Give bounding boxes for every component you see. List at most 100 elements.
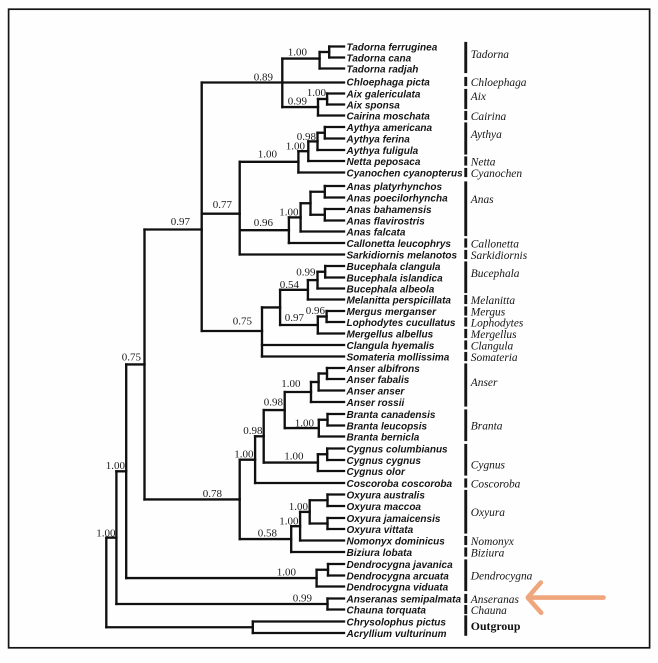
svg-text:Melanitta perspicillata: Melanitta perspicillata (347, 295, 452, 306)
svg-text:1.00: 1.00 (289, 501, 309, 513)
svg-text:Coscoroba: Coscoroba (471, 478, 521, 490)
svg-text:Callonetta leucophrys: Callonetta leucophrys (347, 239, 452, 250)
svg-text:0.98: 0.98 (243, 425, 263, 437)
svg-text:Bucephala islandica: Bucephala islandica (347, 273, 444, 284)
svg-text:Dendrocygna javanica: Dendrocygna javanica (347, 560, 454, 571)
svg-text:1.00: 1.00 (277, 567, 297, 579)
svg-text:Mergus merganser: Mergus merganser (347, 307, 438, 318)
svg-text:Tadorna radjah: Tadorna radjah (347, 64, 419, 75)
svg-text:Anas falcata: Anas falcata (346, 227, 406, 238)
svg-text:Chloephaga picta: Chloephaga picta (347, 77, 431, 88)
svg-text:Anser: Anser (470, 377, 498, 389)
svg-text:Cyanochen cyanopterus: Cyanochen cyanopterus (347, 168, 464, 179)
svg-text:0.54: 0.54 (280, 279, 300, 291)
svg-text:Chauna torquata: Chauna torquata (347, 605, 427, 616)
svg-text:Sarkidiornis: Sarkidiornis (471, 250, 528, 262)
svg-text:1.00: 1.00 (284, 451, 304, 463)
svg-text:Cairina: Cairina (471, 111, 507, 123)
svg-text:Chrysolophus pictus: Chrysolophus pictus (347, 617, 447, 628)
svg-text:1.00: 1.00 (234, 449, 254, 461)
svg-text:Branta canadensis: Branta canadensis (347, 410, 436, 421)
svg-text:Aythya ferina: Aythya ferina (346, 134, 411, 145)
svg-text:0.99: 0.99 (288, 96, 308, 108)
svg-text:Tadorna ferruginea: Tadorna ferruginea (347, 42, 438, 53)
svg-text:Nomonyx: Nomonyx (470, 536, 514, 548)
svg-text:0.96: 0.96 (306, 305, 326, 317)
svg-text:Nomonyx dominicus: Nomonyx dominicus (347, 536, 446, 547)
svg-text:1.00: 1.00 (295, 418, 315, 430)
svg-text:Clangula hyemalis: Clangula hyemalis (347, 341, 435, 352)
svg-text:Tadorna cana: Tadorna cana (347, 53, 412, 64)
svg-text:Chloephaga: Chloephaga (471, 77, 527, 89)
svg-text:Dendrocygna viduata: Dendrocygna viduata (347, 582, 449, 593)
svg-text:Anas: Anas (470, 194, 494, 206)
svg-text:0.78: 0.78 (203, 488, 223, 500)
svg-text:Bucephala albeola: Bucephala albeola (347, 284, 435, 295)
svg-text:Anseranas semipalmata: Anseranas semipalmata (346, 594, 462, 605)
svg-text:0.98: 0.98 (297, 131, 317, 143)
svg-text:1.00: 1.00 (258, 149, 278, 161)
svg-text:Branta bernicla: Branta bernicla (347, 432, 420, 443)
svg-text:0.75: 0.75 (122, 352, 142, 364)
svg-text:1.00: 1.00 (106, 460, 126, 472)
svg-text:Lophodytes cucullatus: Lophodytes cucullatus (347, 318, 456, 329)
svg-text:Coscoroba coscoroba: Coscoroba coscoroba (347, 479, 453, 490)
svg-text:Dendrocygna: Dendrocygna (470, 570, 533, 582)
svg-text:Mergellus albellus: Mergellus albellus (347, 329, 434, 340)
svg-text:Branta: Branta (471, 420, 503, 432)
svg-text:Cygnus olor: Cygnus olor (347, 467, 406, 478)
svg-text:1.00: 1.00 (279, 516, 299, 528)
svg-text:Anseranas: Anseranas (470, 594, 520, 606)
svg-text:Somateria mollissima: Somateria mollissima (347, 352, 450, 363)
svg-text:Anser rossii: Anser rossii (346, 398, 405, 409)
svg-text:Oxyura maccoa: Oxyura maccoa (347, 502, 422, 513)
svg-text:1.00: 1.00 (281, 378, 301, 390)
svg-text:Cyanochen: Cyanochen (471, 168, 523, 180)
svg-text:Lophodytes: Lophodytes (470, 317, 524, 329)
svg-text:Bucephala: Bucephala (471, 268, 520, 280)
svg-text:1.00: 1.00 (96, 528, 116, 540)
svg-text:Callonetta: Callonetta (471, 238, 519, 250)
svg-text:Aythya: Aythya (470, 129, 502, 141)
svg-text:Netta: Netta (470, 156, 496, 168)
svg-text:1.00: 1.00 (286, 141, 306, 153)
svg-text:Mergellus: Mergellus (470, 329, 517, 341)
svg-text:Cygnus cygnus: Cygnus cygnus (347, 456, 422, 467)
svg-text:Outgroup: Outgroup (471, 619, 521, 633)
svg-text:0.77: 0.77 (213, 199, 233, 211)
svg-text:Tadorna: Tadorna (471, 49, 510, 61)
svg-text:0.75: 0.75 (233, 316, 253, 328)
svg-text:Dendrocygna arcuata: Dendrocygna arcuata (347, 571, 450, 582)
svg-text:0.97: 0.97 (285, 312, 305, 324)
svg-text:Aythya fuligula: Aythya fuligula (346, 146, 419, 157)
svg-text:Cairina moschata: Cairina moschata (347, 111, 431, 122)
svg-text:0.97: 0.97 (171, 216, 191, 228)
svg-text:Aix sponsa: Aix sponsa (346, 100, 401, 111)
svg-text:Anas platyrhynchos: Anas platyrhynchos (346, 182, 443, 193)
svg-text:Netta peposaca: Netta peposaca (347, 157, 421, 168)
svg-text:Anser anser: Anser anser (346, 386, 406, 397)
svg-text:0.98: 0.98 (264, 397, 284, 409)
svg-text:Aix galericulata: Aix galericulata (346, 89, 421, 100)
svg-text:0.96: 0.96 (254, 217, 274, 229)
svg-text:Somateria: Somateria (471, 352, 518, 364)
svg-text:Bucephala clangula: Bucephala clangula (347, 262, 441, 273)
svg-text:Acryllium vulturinum: Acryllium vulturinum (346, 629, 447, 640)
svg-text:Anas bahamensis: Anas bahamensis (346, 205, 432, 216)
svg-text:0.89: 0.89 (254, 72, 274, 84)
svg-text:Aix: Aix (470, 91, 486, 103)
svg-text:Anser albifrons: Anser albifrons (346, 364, 421, 375)
svg-text:Branta leucopsis: Branta leucopsis (347, 421, 428, 432)
svg-text:Oxyura australis: Oxyura australis (347, 490, 426, 501)
svg-text:Cygnus: Cygnus (471, 459, 506, 471)
svg-text:Mergus: Mergus (470, 306, 506, 318)
svg-text:Anas poecilorhyncha: Anas poecilorhyncha (346, 193, 449, 204)
svg-text:Cygnus columbianus: Cygnus columbianus (347, 444, 449, 455)
svg-text:Oxyura jamaicensis: Oxyura jamaicensis (347, 514, 441, 525)
svg-text:1.00: 1.00 (288, 47, 308, 59)
svg-text:0.99: 0.99 (293, 593, 313, 605)
svg-text:Aythya americana: Aythya americana (346, 123, 433, 134)
svg-text:Melanitta: Melanitta (470, 295, 516, 307)
svg-text:Oxyura vittata: Oxyura vittata (347, 525, 414, 536)
svg-text:1.00: 1.00 (307, 87, 327, 99)
